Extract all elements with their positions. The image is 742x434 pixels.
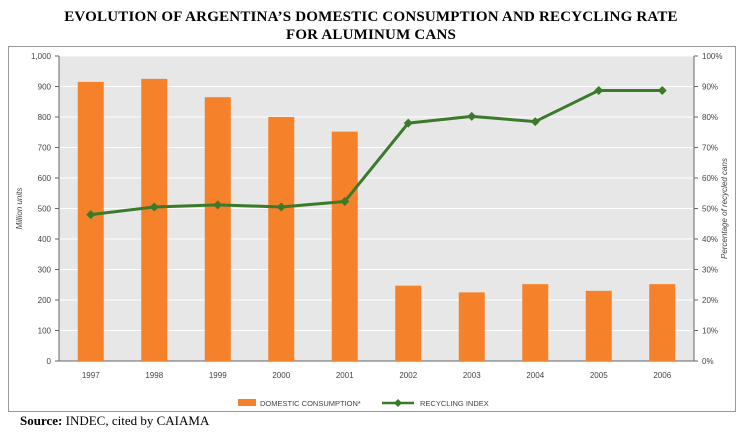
x-tick-label: 2006 (653, 371, 671, 380)
y2-tick-label: 70% (702, 144, 718, 153)
chart-title-line-2: FOR ALUMINUM CANS (285, 27, 457, 43)
y-tick-label: 700 (38, 144, 52, 153)
x-tick-label: 2000 (272, 371, 290, 380)
y2-tick-label: 0% (702, 357, 714, 366)
y-axis-label: Million units (15, 188, 24, 230)
x-tick-label: 2005 (590, 371, 608, 380)
y2-tick-label: 100% (702, 52, 722, 61)
y-tick-label: 600 (38, 174, 52, 183)
y2-tick-label: 80% (702, 113, 718, 122)
y-tick-label: 1,000 (31, 52, 52, 61)
source-label: Source: (20, 413, 63, 428)
y-tick-label: 400 (38, 235, 52, 244)
bar (77, 81, 104, 362)
source-text: INDEC, cited by CAIAMA (62, 413, 210, 428)
y2-tick-label: 50% (702, 205, 718, 214)
y-tick-label: 900 (38, 83, 52, 92)
x-tick-label: 1998 (145, 371, 163, 380)
line-marker (594, 85, 604, 95)
y2-tick-label: 20% (702, 296, 718, 305)
line-marker (530, 117, 540, 127)
y-tick-label: 800 (38, 113, 52, 122)
y2-tick-label: 60% (702, 174, 718, 183)
line-marker (467, 111, 477, 121)
y2-tick-label: 90% (702, 83, 718, 92)
y2-tick-label: 30% (702, 266, 718, 275)
line-marker (86, 210, 96, 220)
recycling-line (90, 88, 663, 217)
y-tick-label: 500 (38, 205, 52, 214)
legend-line-label: RECYCLING INDEX (420, 399, 489, 408)
legend-line-marker (394, 399, 402, 407)
chart-title: EVOLUTION OF ARGENTINA’S DOMESTIC CONSUM… (0, 8, 742, 44)
bar (458, 292, 485, 361)
x-tick-label: 2001 (336, 371, 354, 380)
y-tick-label: 300 (38, 266, 52, 275)
y-tick-label: 100 (38, 327, 52, 336)
x-tick-label: 2002 (399, 371, 417, 380)
x-tick-label: 1997 (82, 371, 100, 380)
line-marker (276, 202, 286, 212)
bar (395, 285, 422, 361)
bar (268, 117, 295, 361)
legend-bar-swatch (238, 399, 256, 406)
bar (204, 97, 231, 362)
source-note: Source: INDEC, cited by CAIAMA (20, 413, 209, 429)
y-tick-label: 0 (47, 357, 52, 366)
bar (522, 284, 549, 361)
x-tick-label: 1999 (209, 371, 227, 380)
y2-tick-label: 10% (702, 327, 718, 336)
line-marker (340, 196, 350, 206)
line-marker (657, 85, 667, 95)
bar (649, 284, 676, 361)
x-tick-label: 2004 (526, 371, 544, 380)
x-tick-label: 2003 (463, 371, 481, 380)
y2-tick-label: 40% (702, 235, 718, 244)
y-tick-label: 200 (38, 296, 52, 305)
line-marker (149, 202, 159, 212)
line-marker (213, 200, 223, 210)
line-marker (403, 118, 413, 128)
legend-bar-label: DOMESTIC CONSUMPTION* (260, 399, 361, 408)
chart-title-line-1: EVOLUTION OF ARGENTINA’S DOMESTIC CONSUM… (64, 9, 678, 25)
bar (141, 78, 168, 361)
y2-axis-label: Percentage of recycled cans (720, 158, 729, 259)
bar (585, 290, 612, 361)
bar (331, 131, 358, 361)
